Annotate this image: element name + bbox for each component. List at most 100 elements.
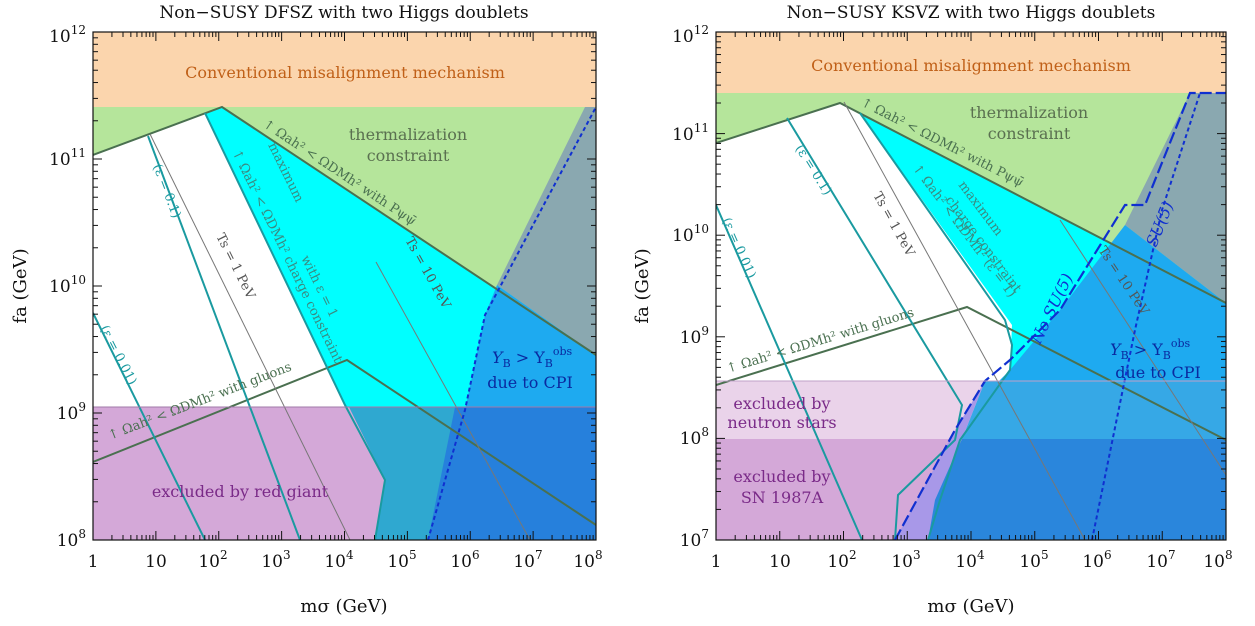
y-tick-exp: 8 — [78, 527, 86, 541]
y-tick-base: 10 — [680, 429, 702, 449]
y-tick-label: 1010 — [49, 273, 86, 297]
x-tick-label: 108 — [573, 548, 602, 572]
yb-label-y: Y — [1110, 340, 1122, 359]
y-tick-labels: 108 109 1010 1011 1012 — [49, 23, 86, 551]
sn-label: excluded by — [733, 467, 830, 486]
ns-blue-overlap — [962, 381, 1226, 439]
y-tick-label: 108 — [57, 527, 86, 551]
yb-label-sub2: B — [545, 357, 553, 370]
cpi-boundary — [427, 106, 596, 540]
ts10-line — [1059, 219, 1226, 476]
x-tick-base: 10 — [827, 552, 849, 572]
x-tick-exp: 6 — [472, 548, 480, 562]
x-tick-label: 1 — [88, 552, 99, 572]
cpi-label: due to CPI — [1115, 363, 1201, 382]
y-tick-base: 10 — [49, 277, 71, 297]
ns-label: excluded by — [733, 394, 830, 413]
x-tick-base: 10 — [387, 552, 409, 572]
gray-region — [1125, 93, 1226, 303]
gray-region — [497, 107, 596, 355]
y-tick-label: 1012 — [49, 23, 86, 47]
x-tick-label: 103 — [261, 548, 290, 572]
yb-label-sub: B — [503, 357, 511, 370]
x-tick-label: 106 — [450, 548, 479, 572]
x-tick-label: 107 — [513, 548, 542, 572]
x-tick-label: 107 — [1146, 548, 1175, 572]
thermalization-region — [93, 107, 596, 355]
x-axis-label: mσ (GeV) — [927, 596, 1014, 617]
y-tick-label: 1011 — [672, 121, 709, 145]
misalignment-region — [716, 32, 1226, 93]
y-tick-exp: 11 — [694, 121, 709, 135]
x-tick-base: 10 — [324, 552, 346, 572]
x-tick-label: 105 — [1019, 548, 1048, 572]
red-giant-blue-overlap — [428, 407, 596, 540]
sn-label-2: SN 1987A — [741, 488, 824, 507]
su5-boundary — [1091, 92, 1201, 540]
eps1-boundary — [859, 112, 1014, 540]
x-tick-exp: 3 — [913, 548, 921, 562]
y-tick-label: 109 — [57, 400, 86, 424]
tick-marks — [715, 32, 1226, 541]
thermalization-boundary — [716, 101, 1226, 304]
y-tick-base: 10 — [57, 404, 79, 424]
x-tick-label: 10 — [769, 552, 791, 572]
eps1-boundary — [204, 112, 387, 540]
nosu5-boundary — [894, 91, 1226, 540]
chart-ksvz: Non−SUSY KSVZ with two Higgs doublets — [632, 3, 1233, 617]
x-axis-label: mσ (GeV) — [300, 596, 387, 617]
eps01-boundary — [786, 117, 964, 540]
yb-label-gt: > Y — [1129, 340, 1164, 359]
y-tick-base: 10 — [680, 531, 702, 551]
plot-area: Conventional misalignment mechanism ther… — [716, 32, 1226, 540]
x-tick-labels: 1 10 102 103 104 105 106 107 108 — [711, 548, 1233, 572]
y-tick-label: 1011 — [49, 146, 86, 170]
x-tick-exp: 8 — [1225, 548, 1233, 562]
y-axis-label: fa (GeV) — [632, 248, 653, 323]
x-tick-exp: 4 — [346, 548, 354, 562]
x-tick-base: 10 — [891, 552, 913, 572]
x-tick-exp: 7 — [1168, 548, 1176, 562]
yb-label: YB > YBobs — [1110, 337, 1191, 362]
y-tick-base: 10 — [49, 27, 71, 47]
x-tick-base: 10 — [1082, 552, 1104, 572]
nosu5-purple — [895, 381, 985, 540]
x-tick-base: 10 — [450, 552, 472, 572]
misalignment-region — [93, 32, 596, 107]
eps001-boundary — [716, 204, 863, 540]
y-tick-base: 10 — [680, 328, 702, 348]
x-tick-base: 10 — [513, 552, 535, 572]
thermalization-label-2: constraint — [367, 146, 450, 165]
x-tick-exp: 2 — [220, 548, 228, 562]
y-tick-exp: 12 — [71, 23, 86, 37]
plot-area: Conventional misalignment mechanism ther… — [93, 32, 596, 540]
cpi-label: due to CPI — [487, 373, 573, 392]
chart-dfsz: Non−SUSY DFSZ with two Higgs doublets — [10, 3, 603, 617]
x-tick-exp: 8 — [595, 548, 603, 562]
x-tick-exp: 7 — [535, 548, 543, 562]
y-tick-exp: 9 — [701, 324, 709, 338]
y-tick-base: 10 — [49, 150, 71, 170]
misalignment-label: Conventional misalignment mechanism — [185, 63, 505, 82]
x-tick-label: 103 — [891, 548, 920, 572]
yb-label-sub2: B — [1163, 349, 1171, 362]
x-tick-base: 10 — [261, 552, 283, 572]
yb-label-sub: B — [1121, 349, 1129, 362]
y-tick-label: 108 — [680, 425, 709, 449]
y-tick-base: 10 — [672, 125, 694, 145]
x-tick-label: 10 — [145, 552, 167, 572]
y-tick-base: 10 — [672, 226, 694, 246]
x-tick-base: 10 — [1019, 552, 1041, 572]
x-tick-exp: 6 — [1104, 548, 1112, 562]
yb-label-sup: obs — [1171, 337, 1191, 350]
y-tick-label: 1012 — [672, 23, 709, 47]
y-tick-labels: 107 108 109 1010 1011 1012 — [672, 23, 709, 551]
x-tick-base: 10 — [198, 552, 220, 572]
y-tick-exp: 12 — [694, 23, 709, 37]
x-tick-exp: 3 — [283, 548, 291, 562]
x-tick-labels: 1 10 102 103 104 105 106 107 108 — [88, 548, 603, 572]
yb-label-gt: > Y — [511, 348, 546, 367]
misalignment-label: Conventional misalignment mechanism — [811, 56, 1131, 75]
thermalization-boundary — [93, 105, 596, 356]
